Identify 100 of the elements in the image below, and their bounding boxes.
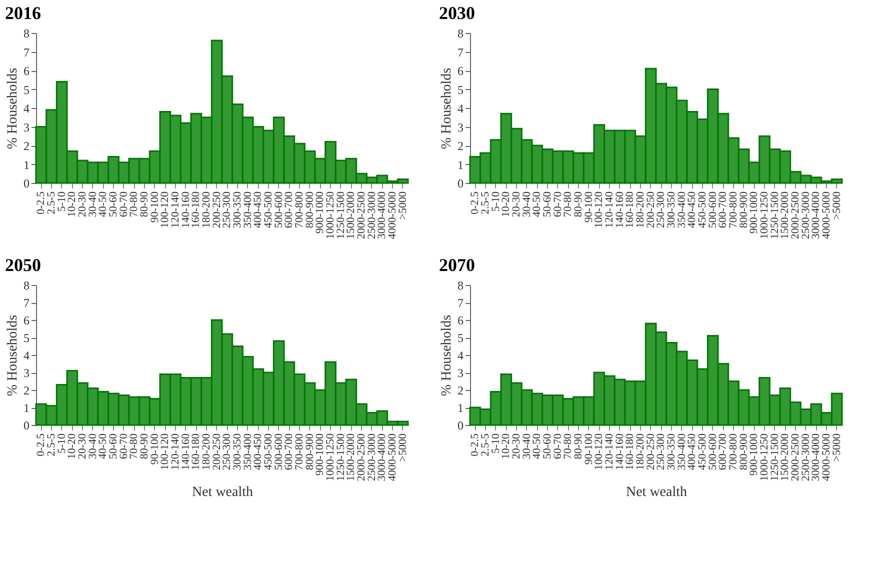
x-tick-label: 10-20 (500, 191, 512, 218)
x-tick-label: 250-300 (655, 433, 668, 470)
x-tick-label: 0-2.5 (469, 433, 482, 456)
x-tick-label: 90-100 (148, 433, 161, 465)
x-tick-label: 50-60 (542, 433, 554, 460)
y-tick-label: 0 (458, 418, 464, 432)
x-tick-label: 900-1000 (748, 191, 760, 234)
x-tick-label: 180-200 (634, 433, 646, 470)
y-tick-label: 7 (458, 296, 464, 310)
y-tick-label: 5 (24, 82, 30, 97)
x-tick-label: 0-2.5 (469, 191, 482, 214)
x-tick-label: 20-30 (76, 191, 88, 218)
x-tick-label: 1000-1250 (324, 191, 336, 240)
x-tick-label: 60-70 (552, 433, 564, 460)
x-tick-label: 2500-3000 (800, 191, 812, 240)
x-tick-label: 2500-3000 (366, 191, 378, 240)
x-tick-label: 5-10 (56, 191, 68, 212)
x-tick-label: 30-40 (520, 433, 533, 460)
y-tick-label: 6 (24, 64, 30, 78)
x-tick-label: 120-140 (170, 433, 182, 470)
x-tick-label: 1000-1250 (758, 433, 770, 482)
x-tick-label: 20-30 (510, 191, 522, 218)
y-axis-title: % Households (440, 314, 454, 396)
x-tick-label: 2500-3000 (800, 433, 812, 482)
x-tick-label: 1000-1250 (324, 433, 336, 482)
y-tick-label: 0 (24, 418, 30, 432)
x-tick-label: 700-800 (728, 433, 740, 470)
x-tick-label: 70-80 (562, 433, 574, 460)
x-tick-label: 700-800 (294, 191, 306, 228)
y-tick-label: 4 (24, 348, 30, 362)
x-tick-label: 0-2.5 (35, 191, 48, 214)
x-tick-label: 70-80 (128, 191, 140, 218)
y-tick-label: 3 (458, 366, 464, 380)
x-tick-label: 80-90 (572, 191, 584, 218)
y-tick-label: 5 (458, 82, 464, 97)
x-tick-label: 70-80 (128, 433, 140, 460)
y-tick-label: 7 (24, 296, 30, 310)
x-tick-label: 60-70 (118, 191, 130, 218)
x-tick-label: 180-200 (634, 191, 646, 228)
x-tick-label: 40-50 (531, 191, 544, 218)
x-tick-label: 400-450 (252, 191, 264, 228)
x-tick-label: 1250-1500 (768, 433, 781, 482)
y-axis-title: % Households (6, 68, 20, 150)
x-tick-label: >5000 (396, 433, 409, 462)
x-tick-label: 2000-2500 (790, 433, 802, 482)
x-tick-label: 2000-2500 (356, 433, 368, 482)
x-tick-label: 2.5-5 (46, 433, 58, 456)
x-tick-label: 120-140 (170, 191, 182, 228)
x-tick-label: 1000-1250 (758, 191, 770, 240)
x-tick-label: 800-900 (304, 433, 316, 470)
x-tick-label: 140-160 (614, 433, 626, 470)
x-tick-label: 700-800 (294, 433, 306, 470)
x-tick-label: 3000-4000 (376, 433, 388, 482)
x-tick-label: 450-500 (262, 191, 274, 228)
y-tick-label: 3 (24, 366, 30, 380)
x-tick-label: 2000-2500 (356, 191, 368, 240)
x-tick-label: 800-900 (738, 191, 750, 228)
x-tick-label: 140-160 (180, 191, 192, 228)
x-tick-label: 160-180 (190, 433, 202, 470)
y-tick-label: 1 (24, 401, 30, 415)
x-tick-label: 800-900 (738, 433, 750, 470)
x-tick-label: 3000-4000 (810, 433, 822, 482)
y-tick-label: 5 (24, 331, 30, 345)
x-tick-label: 10-20 (66, 433, 78, 460)
x-tick-label: 4000-5000 (386, 191, 398, 240)
x-tick-label: 1500-2000 (345, 191, 358, 240)
x-tick-label: 700-800 (728, 191, 740, 228)
x-tick-label: 4000-5000 (386, 433, 398, 482)
x-tick-label: 1250-1500 (334, 433, 347, 482)
x-tick-label: 180-200 (200, 433, 212, 470)
y-tick-label: 1 (24, 158, 30, 172)
x-tick-label: 900-1000 (314, 191, 326, 234)
y-tick-label: 2 (458, 384, 464, 398)
x-tick-label: 600-700 (717, 433, 730, 470)
x-tick-label: 0-2.5 (35, 433, 48, 456)
x-tick-label: 1500-2000 (779, 433, 792, 482)
x-tick-label: >5000 (830, 191, 843, 220)
x-tick-label: 50-60 (542, 191, 554, 218)
y-tick-label: 4 (458, 348, 464, 362)
x-axis-title: Net wealth (192, 485, 254, 500)
y-tick-label: 8 (24, 26, 30, 40)
y-tick-label: 0 (24, 176, 30, 190)
x-tick-label: 80-90 (572, 433, 584, 460)
x-tick-label: 5-10 (490, 191, 502, 212)
x-tick-label: 600-700 (717, 191, 730, 228)
x-tick-label: 1500-2000 (345, 433, 358, 482)
x-tick-label: 30-40 (86, 433, 99, 460)
x-tick-label: 500-600 (272, 433, 285, 470)
y-tick-label: 7 (458, 45, 464, 60)
x-tick-label: 20-30 (510, 433, 522, 460)
y-tick-label: 4 (458, 102, 464, 116)
chart-title: 2070 (439, 255, 475, 275)
x-tick-label: 600-700 (283, 433, 296, 470)
x-tick-label: 100-120 (159, 433, 172, 470)
x-tick-label: 200-250 (210, 191, 223, 228)
x-tick-label: 90-100 (148, 191, 161, 223)
x-tick-label: 500-600 (706, 433, 719, 470)
y-tick-label: 7 (24, 45, 30, 60)
y-tick-label: 2 (24, 139, 30, 153)
x-tick-label: 500-600 (706, 191, 719, 228)
